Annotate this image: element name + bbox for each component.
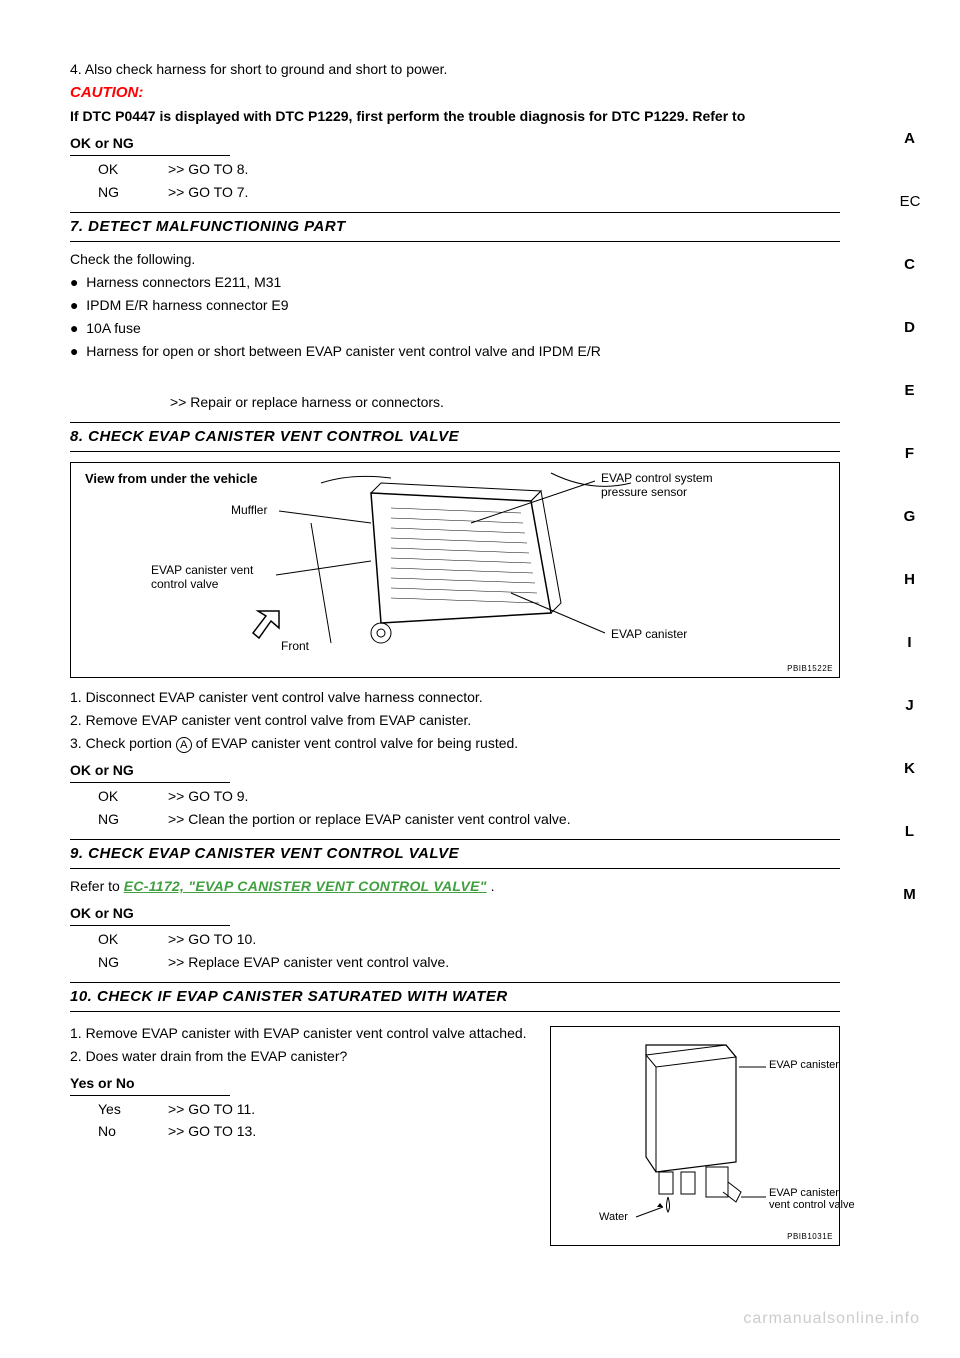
figure-main-svg bbox=[71, 463, 811, 663]
step9-post: . bbox=[487, 878, 495, 894]
ok-4: OK bbox=[98, 160, 168, 179]
result-label-10: Yes or No bbox=[70, 1074, 230, 1096]
step7-b3: 10A fuse bbox=[86, 320, 141, 336]
no-action-10: GO TO 13. bbox=[188, 1123, 256, 1139]
ok-action-9: GO TO 10. bbox=[188, 931, 256, 947]
step10-title: 10. CHECK IF EVAP CANISTER SATURATED WIT… bbox=[70, 987, 840, 1007]
fig2-code: PBIB1031E bbox=[787, 1232, 833, 1241]
step8-s3a: 3. Check portion bbox=[70, 735, 176, 751]
sidebar-ec: EC bbox=[890, 193, 930, 210]
yes-10: Yes bbox=[98, 1100, 168, 1119]
step10-s1: 1. Remove EVAP canister with EVAP canist… bbox=[70, 1024, 530, 1043]
yes-action-10: GO TO 11. bbox=[188, 1101, 255, 1117]
sidebar-g: G bbox=[890, 508, 930, 525]
no-10: No bbox=[98, 1122, 168, 1141]
step7-intro: Check the following. bbox=[70, 250, 840, 269]
step4-line: 4. Also check harness for short to groun… bbox=[70, 60, 840, 79]
result-label-8: OK or NG bbox=[70, 761, 230, 783]
sidebar-d: D bbox=[890, 319, 930, 336]
ok-action-8: GO TO 9. bbox=[188, 788, 248, 804]
ng-action-9: Replace EVAP canister vent control valve… bbox=[188, 954, 449, 970]
portion-a-icon: A bbox=[176, 737, 192, 753]
step7-b4: Harness for open or short between EVAP c… bbox=[86, 343, 601, 359]
sidebar-a: A bbox=[890, 130, 930, 147]
step9-pre: Refer to bbox=[70, 878, 124, 894]
ng-8: NG bbox=[98, 810, 168, 829]
sidebar-l: L bbox=[890, 823, 930, 840]
result-label-9: OK or NG bbox=[70, 904, 230, 926]
ng-9: NG bbox=[98, 953, 168, 972]
caution-label: CAUTION: bbox=[70, 84, 143, 101]
step8-s1: 1. Disconnect EVAP canister vent control… bbox=[70, 688, 840, 707]
step7-b2: IPDM E/R harness connector E9 bbox=[86, 297, 288, 313]
step9-title: 9. CHECK EVAP CANISTER VENT CONTROL VALV… bbox=[70, 844, 840, 864]
ok-8: OK bbox=[98, 787, 168, 806]
fig2-water: Water bbox=[599, 1211, 628, 1223]
step8-s3b: of EVAP canister vent control valve for … bbox=[192, 735, 518, 751]
sidebar-k: K bbox=[890, 760, 930, 777]
step7-action: Repair or replace harness or connectors. bbox=[190, 394, 444, 410]
watermark: carmanualsonline.info bbox=[743, 1310, 920, 1328]
caution-text: If DTC P0447 is displayed with DTC P1229… bbox=[70, 107, 840, 126]
fig2-canister: EVAP canister bbox=[769, 1059, 839, 1071]
fig-code: PBIB1522E bbox=[787, 664, 833, 673]
sidebar-j: J bbox=[890, 697, 930, 714]
ok-9: OK bbox=[98, 930, 168, 949]
ng-4: NG bbox=[98, 183, 168, 202]
main-content: 4. Also check harness for short to groun… bbox=[70, 40, 840, 1256]
section-sidebar: A EC C D E F G H I J K L M bbox=[890, 130, 930, 949]
sidebar-h: H bbox=[890, 571, 930, 588]
ng-action-4: GO TO 7. bbox=[188, 184, 248, 200]
sidebar-c: C bbox=[890, 256, 930, 273]
sidebar-m: M bbox=[890, 886, 930, 903]
step9-link[interactable]: EC-1172, "EVAP CANISTER VENT CONTROL VAL… bbox=[124, 878, 487, 894]
sidebar-e: E bbox=[890, 382, 930, 399]
result-label-4: OK or NG bbox=[70, 134, 230, 156]
step10-row: 1. Remove EVAP canister with EVAP canist… bbox=[70, 1020, 840, 1256]
step8-s2: 2. Remove EVAP canister vent control val… bbox=[70, 711, 840, 730]
figure-main: View from under the vehicle Muffler EVAP… bbox=[70, 462, 840, 678]
step10-s2: 2. Does water drain from the EVAP canist… bbox=[70, 1047, 530, 1066]
figure-small: EVAP canister EVAP canister vent control… bbox=[550, 1026, 840, 1246]
ng-action-8: Clean the portion or replace EVAP canist… bbox=[188, 811, 570, 827]
sidebar-f: F bbox=[890, 445, 930, 462]
step7-b1: Harness connectors E211, M31 bbox=[86, 274, 281, 290]
sidebar-i: I bbox=[890, 634, 930, 651]
fig2-valve: EVAP canister vent control valve bbox=[769, 1187, 855, 1211]
step10-text: 1. Remove EVAP canister with EVAP canist… bbox=[70, 1020, 530, 1145]
step8-title: 8. CHECK EVAP CANISTER VENT CONTROL VALV… bbox=[70, 427, 840, 447]
step7-title: 7. DETECT MALFUNCTIONING PART bbox=[70, 217, 840, 237]
ok-action-4: GO TO 8. bbox=[188, 161, 248, 177]
page-root: A EC C D E F G H I J K L M 4. Also check… bbox=[0, 0, 960, 1358]
